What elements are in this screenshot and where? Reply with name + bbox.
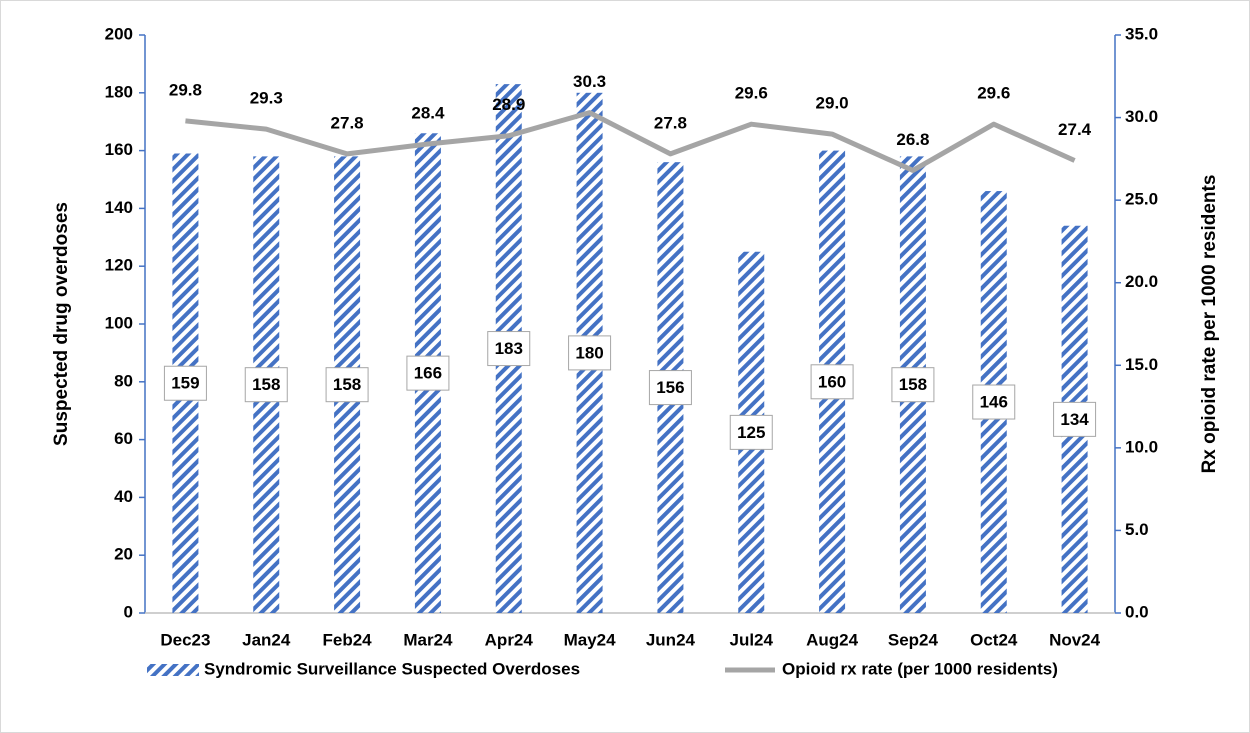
y2-tick-label: 0.0 <box>1125 602 1149 621</box>
x-tick-label: Jul24 <box>730 630 774 649</box>
x-tick-label: Jun24 <box>646 630 696 649</box>
x-tick-label: May24 <box>564 630 617 649</box>
data-label: 27.4 <box>1058 120 1092 139</box>
data-label: 29.3 <box>250 89 283 108</box>
y-tick-label: 60 <box>114 429 133 448</box>
y-axis-title: Suspected drug overdoses <box>51 202 72 446</box>
data-label: 158 <box>333 375 361 394</box>
data-label: 166 <box>414 364 442 383</box>
data-label: 28.4 <box>411 103 445 122</box>
x-tick-label: Dec23 <box>160 630 210 649</box>
y-tick-label: 40 <box>114 487 133 506</box>
y-tick-label: 160 <box>105 140 133 159</box>
data-label-box <box>1053 401 1097 437</box>
data-label-box <box>325 367 369 403</box>
data-label-box <box>487 331 531 367</box>
data-label-box <box>568 335 612 371</box>
data-label: 160 <box>818 372 846 391</box>
data-label: 26.8 <box>896 130 929 149</box>
legend-swatch <box>147 664 199 676</box>
y-tick-label: 120 <box>105 256 133 275</box>
y2-tick-label: 15.0 <box>1125 355 1158 374</box>
data-label-box <box>972 384 1016 420</box>
x-tick-label: Nov24 <box>1049 630 1101 649</box>
data-label: 159 <box>171 374 199 393</box>
data-label: 156 <box>656 378 684 397</box>
data-label: 158 <box>899 375 927 394</box>
data-label-box <box>729 414 773 450</box>
y2-tick-label: 30.0 <box>1125 107 1158 126</box>
y2-tick-label: 20.0 <box>1125 272 1158 291</box>
data-label-box <box>406 355 450 391</box>
data-label: 183 <box>495 339 523 358</box>
data-label-box <box>244 367 288 403</box>
data-label: 146 <box>980 393 1008 412</box>
data-label: 180 <box>575 343 603 362</box>
y2-axis-title: Rx opioid rate per 1000 residents <box>1199 175 1220 474</box>
y-tick-label: 200 <box>105 24 133 43</box>
y-tick-label: 180 <box>105 82 133 101</box>
data-label: 30.3 <box>573 72 606 91</box>
data-label-box <box>891 367 935 403</box>
x-tick-label: Oct24 <box>970 630 1018 649</box>
legend-label: Opioid rx rate (per 1000 residents) <box>782 659 1058 678</box>
y2-tick-label: 25.0 <box>1125 190 1158 209</box>
y-tick-label: 0 <box>124 602 133 621</box>
x-tick-label: Jan24 <box>242 630 291 649</box>
y-tick-label: 20 <box>114 545 133 564</box>
data-label-box <box>810 364 854 400</box>
data-label-box <box>648 370 692 406</box>
y2-tick-label: 10.0 <box>1125 437 1158 456</box>
y2-tick-label: 5.0 <box>1125 520 1149 539</box>
x-tick-label: Apr24 <box>485 630 534 649</box>
legend-label: Syndromic Surveillance Suspected Overdos… <box>204 659 580 678</box>
y-tick-label: 80 <box>114 371 133 390</box>
x-tick-label: Aug24 <box>806 630 859 649</box>
y-tick-label: 140 <box>105 198 133 217</box>
data-label: 27.8 <box>331 113 364 132</box>
data-label-box <box>163 365 207 401</box>
data-label: 29.0 <box>816 94 849 113</box>
data-label: 29.8 <box>169 80 202 99</box>
x-tick-label: Feb24 <box>323 630 373 649</box>
data-label: 158 <box>252 375 280 394</box>
data-label: 29.6 <box>977 84 1010 103</box>
data-label: 125 <box>737 423 765 442</box>
line <box>185 110 1076 173</box>
data-label: 134 <box>1060 410 1089 429</box>
x-tick-label: Sep24 <box>888 630 939 649</box>
y-tick-label: 100 <box>105 313 133 332</box>
x-tick-label: Mar24 <box>403 630 453 649</box>
y2-tick-label: 35.0 <box>1125 24 1158 43</box>
data-label: 28.9 <box>492 95 525 114</box>
data-label: 29.6 <box>735 84 768 103</box>
data-label: 27.8 <box>654 113 687 132</box>
